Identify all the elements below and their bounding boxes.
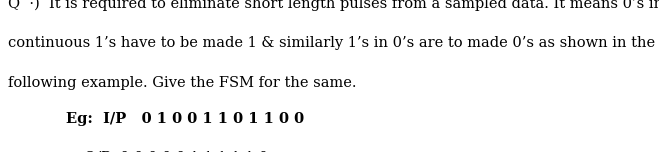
Text: Eg:  I/P   0 1 0 0 1 1 0 1 1 0 0: Eg: I/P 0 1 0 0 1 1 0 1 1 0 0 (66, 112, 304, 126)
Text: following example. Give the FSM for the same.: following example. Give the FSM for the … (8, 76, 357, 90)
Text: O/P  0 0 0 0 0 1 1 1 1 1 0: O/P 0 0 0 0 0 1 1 1 1 1 0 (84, 150, 268, 152)
Text: continuous 1’s have to be made 1 & similarly 1’s in 0’s are to made 0’s as shown: continuous 1’s have to be made 1 & simil… (8, 36, 655, 50)
Text: Q  ·)  It is required to eliminate short length pulses from a sampled data. It m: Q ·) It is required to eliminate short l… (8, 0, 659, 11)
